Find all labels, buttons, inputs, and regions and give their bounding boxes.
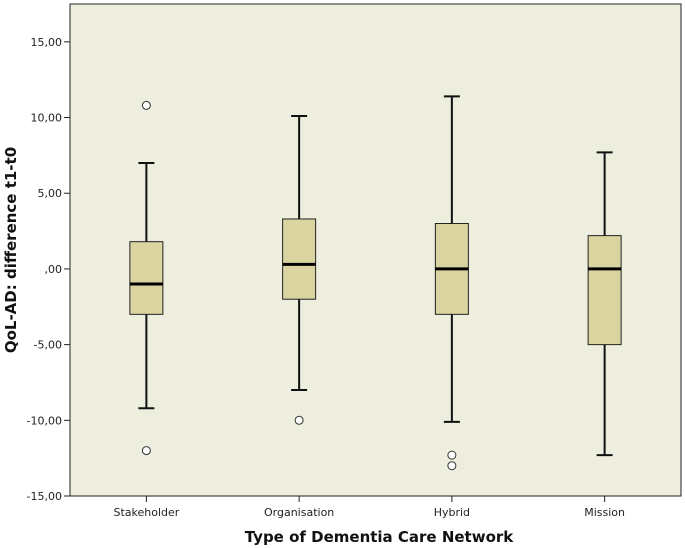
plot-area	[69, 3, 682, 497]
outlier-point	[294, 415, 304, 425]
outlier-point	[447, 461, 457, 471]
x-tick-label: Mission	[584, 506, 625, 519]
y-axis: -15,00 -10,00 -5,00 ,00 5,00 10,00 15,00	[27, 36, 70, 503]
iqr-box	[282, 218, 317, 300]
x-axis: Stakeholder Organisation Hybrid Mission	[113, 496, 625, 519]
x-tick-label: Hybrid	[434, 506, 470, 519]
outlier-point	[141, 446, 151, 456]
y-tick-label: 5,00	[38, 187, 63, 200]
boxes	[129, 95, 622, 471]
x-axis-title: Type of Dementia Care Network	[245, 528, 515, 546]
box-mission	[587, 151, 622, 457]
iqr-box	[129, 241, 164, 315]
y-tick-label: 10,00	[31, 112, 63, 125]
y-tick-label: -15,00	[27, 490, 62, 503]
y-tick-label: ,00	[45, 263, 63, 276]
y-tick-label: 15,00	[31, 36, 63, 49]
box-hybrid	[434, 95, 469, 471]
iqr-box	[587, 235, 622, 346]
x-tick-label: Stakeholder	[113, 506, 179, 519]
outlier-point	[447, 450, 457, 460]
y-tick-label: -10,00	[27, 414, 62, 427]
box-organisation	[282, 115, 317, 425]
y-axis-title: QoL-AD: difference t1-t0	[2, 147, 20, 353]
x-tick-label: Organisation	[264, 506, 334, 519]
outlier-point	[141, 100, 151, 110]
y-tick-label: -5,00	[34, 339, 62, 352]
box-stakeholder	[129, 100, 164, 456]
